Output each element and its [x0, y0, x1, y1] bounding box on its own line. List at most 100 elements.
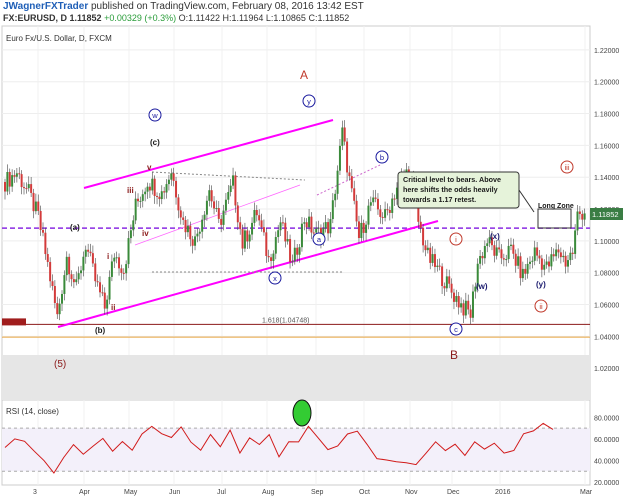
wave-circle-label: y [307, 97, 311, 106]
candle-body [99, 282, 102, 293]
candle-body [277, 230, 280, 238]
ohlc-values: O:1.11422 H:1.11964 L:1.10865 C:1.11852 [178, 13, 350, 23]
candle-body [201, 219, 204, 232]
candle-body [213, 201, 216, 209]
candle-body [486, 243, 489, 246]
candle-body [6, 172, 9, 192]
candle-body [177, 197, 180, 211]
rsi-tick-label: 20.0000 [594, 480, 619, 487]
wave-label: i [107, 252, 109, 261]
candle-body [189, 225, 192, 240]
candle-body [308, 216, 311, 228]
candle-body [53, 286, 56, 304]
candle-body [367, 205, 370, 225]
candle-body [376, 198, 379, 210]
chart-title: Euro Fx/U.S. Dollar, D, FXCM [6, 34, 112, 43]
candle-body [39, 210, 42, 231]
shaded-zone [2, 355, 590, 400]
candle-body [170, 173, 173, 180]
callout-line: here shifts the odds heavily [403, 185, 498, 194]
time-tick-label: Jun [169, 489, 180, 496]
candle-body [186, 225, 189, 233]
candle-body [533, 247, 536, 261]
price-tick-label: 1.14000 [594, 175, 619, 182]
last-price-tag-text: 1.11852 [592, 210, 619, 219]
price-change: +0.00329 (+0.3%) [104, 13, 177, 23]
candle-body [205, 200, 208, 215]
author-link[interactable]: JWagnerFXTrader [3, 1, 89, 12]
candle-body [469, 309, 472, 318]
wave-circle-label: w [151, 111, 158, 120]
candle-body [134, 198, 137, 221]
wave-label: Long Zone [538, 203, 574, 210]
candle-body [521, 268, 524, 279]
candle-body [303, 222, 306, 224]
candle-body [457, 296, 460, 308]
candle-body [493, 245, 496, 256]
wave-circle-label: a [317, 235, 322, 244]
candle-body [538, 255, 541, 259]
candle-body [18, 173, 21, 175]
candle-body [208, 190, 211, 201]
price-tick-label: 1.06000 [594, 303, 619, 310]
candle-body [56, 303, 59, 315]
candle-body [419, 221, 422, 228]
candle-body [514, 253, 517, 266]
rsi-tick-label: 80.0000 [594, 415, 619, 422]
dotted-line-top [151, 171, 306, 181]
candle-body [291, 261, 294, 263]
candle-body [72, 279, 75, 283]
candle-body [312, 232, 315, 234]
main-pane [1, 25, 591, 401]
candle-body [179, 210, 182, 218]
channel-lower-line [57, 220, 439, 328]
time-tick-label: Aug [262, 489, 275, 496]
candle-body [353, 188, 356, 201]
candle-body [552, 254, 555, 257]
candle-body [42, 230, 45, 233]
candle-body [543, 264, 546, 270]
candle-body [443, 286, 446, 289]
last-price-tag [590, 208, 623, 220]
wave-circle-marker [449, 232, 463, 246]
candle-body [87, 249, 90, 252]
candle-body [564, 255, 567, 267]
wave-circle-label: i [455, 235, 457, 244]
candle-body [108, 276, 111, 300]
candle-body [167, 179, 170, 185]
candle-body [248, 234, 251, 242]
candle-body [44, 232, 47, 255]
candle-body [141, 194, 144, 201]
candle-body [298, 247, 301, 255]
candle-body [379, 209, 382, 217]
wave-label: (x) [490, 232, 500, 241]
candle-body [310, 216, 313, 233]
candle-body [329, 219, 332, 234]
wave-circle-label: x [273, 274, 277, 283]
candle-body [151, 178, 154, 191]
candle-body [23, 187, 26, 189]
candle-body [34, 201, 37, 212]
candle-body [315, 228, 318, 233]
candle-body [338, 145, 341, 171]
wave-label: iv [142, 229, 149, 238]
wave-label: (c) [150, 138, 160, 147]
candle-body [526, 263, 529, 274]
candle-body [517, 256, 520, 266]
candle-body [381, 216, 384, 218]
candle-body [184, 219, 187, 233]
candle-body [393, 198, 396, 200]
candle-body [146, 186, 149, 192]
candle-body [49, 261, 52, 282]
candle-body [305, 222, 308, 228]
candle-body [331, 200, 334, 220]
wave-circle-marker [148, 108, 162, 122]
price-tick-label: 1.22000 [594, 48, 619, 55]
candle-body [372, 197, 375, 203]
candle-body [25, 188, 28, 190]
candle-body [576, 211, 579, 231]
candle-body [15, 173, 18, 177]
symbol-line: FX:EURUSD, D 1.11852 +0.00329 (+0.3%) O:… [3, 13, 349, 23]
candle-body [194, 236, 197, 246]
